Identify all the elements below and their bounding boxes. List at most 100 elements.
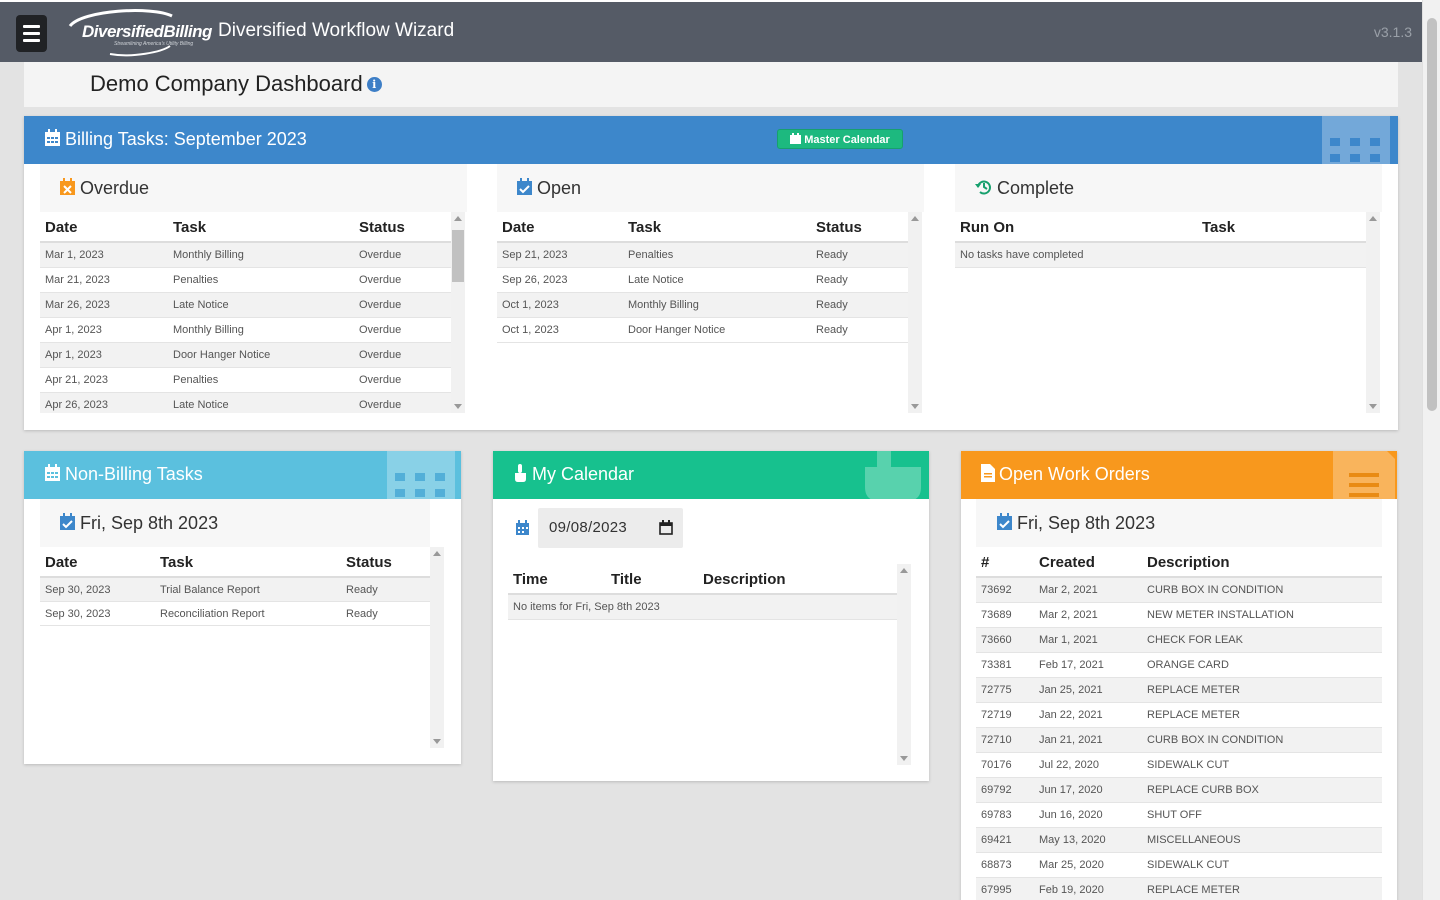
table-row[interactable]: Mar 21, 2023 Penalties Overdue — [40, 268, 451, 293]
cell-status: Overdue — [359, 374, 402, 386]
cell-date: Apr 21, 2023 — [45, 374, 108, 386]
info-icon[interactable]: i — [366, 77, 382, 92]
overdue-scrollbar[interactable] — [451, 212, 465, 413]
cell-date: Apr 1, 2023 — [45, 349, 102, 361]
cell-task: Late Notice — [173, 399, 229, 411]
cell-created: Mar 25, 2020 — [1039, 859, 1104, 871]
cell-created: Mar 2, 2021 — [1039, 584, 1098, 596]
calendar-date-value: 09/08/2023 — [549, 519, 628, 536]
hamburger-menu-button[interactable] — [16, 15, 47, 52]
column-header-status[interactable]: Status — [816, 219, 862, 236]
cell-status: Overdue — [359, 274, 402, 286]
cell-date: Sep 26, 2023 — [502, 274, 568, 286]
table-row[interactable]: Oct 1, 2023 Door Hanger Notice Ready — [497, 318, 908, 343]
cell-created: Jan 21, 2021 — [1039, 734, 1103, 746]
cell-created: Mar 1, 2021 — [1039, 634, 1098, 646]
cell-date: Oct 1, 2023 — [502, 299, 559, 311]
work-orders-table: # Created Description 73692 Mar 2, 2021 CU… — [976, 547, 1382, 900]
table-row[interactable]: Apr 1, 2023 Monthly Billing Overdue — [40, 318, 451, 343]
table-row[interactable]: 72719 Jan 22, 2021 REPLACE METER — [976, 703, 1382, 728]
complete-scrollbar[interactable] — [1366, 212, 1380, 413]
cell-description: NEW METER INSTALLATION — [1147, 609, 1294, 621]
column-header-status[interactable]: Status — [346, 554, 392, 571]
column-header-title[interactable]: Title — [611, 571, 642, 588]
cell-task: Monthly Billing — [628, 299, 699, 311]
column-header-task[interactable]: Task — [1202, 219, 1236, 236]
cell-task: Reconciliation Report — [160, 608, 265, 620]
work-orders-date-text: Fri, Sep 8th 2023 — [1017, 513, 1156, 533]
cell-task: Penalties — [628, 249, 674, 261]
my-calendar-panel: My Calendar 09/08/2023 Time Title Descri… — [493, 451, 929, 781]
cell-description: REPLACE METER — [1147, 684, 1240, 696]
table-row[interactable]: Sep 26, 2023 Late Notice Ready — [497, 268, 908, 293]
column-header-time[interactable]: Time — [513, 571, 548, 588]
cell-number: 72775 — [981, 684, 1012, 696]
open-work-orders-title: Open Work Orders — [999, 464, 1150, 484]
table-row[interactable]: 70176 Jul 22, 2020 SIDEWALK CUT — [976, 753, 1382, 778]
column-header-date[interactable]: Date — [45, 219, 78, 236]
table-row[interactable]: 68873 Mar 25, 2020 SIDEWALK CUT — [976, 853, 1382, 878]
master-calendar-button[interactable]: Master Calendar — [777, 129, 903, 149]
page-scrollbar[interactable] — [1422, 0, 1440, 900]
dashboard-header: Demo Company Dashboard i — [24, 62, 1398, 107]
overdue-section: Overdue — [40, 164, 467, 212]
cell-number: 73660 — [981, 634, 1012, 646]
column-header-description[interactable]: Description — [703, 571, 786, 588]
non-billing-scrollbar[interactable] — [430, 547, 444, 748]
column-header-run-on[interactable]: Run On — [960, 219, 1015, 236]
calendar-date-input[interactable]: 09/08/2023 — [538, 508, 683, 548]
column-header-status[interactable]: Status — [359, 219, 405, 236]
logo-swoosh-icon — [68, 9, 173, 57]
table-row[interactable]: 69783 Jun 16, 2020 SHUT OFF — [976, 803, 1382, 828]
cell-created: Jun 16, 2020 — [1039, 809, 1103, 821]
history-icon — [975, 180, 991, 195]
cell-task: Trial Balance Report — [160, 584, 260, 596]
table-row[interactable]: 73689 Mar 2, 2021 NEW METER INSTALLATION — [976, 603, 1382, 628]
table-row[interactable]: Apr 21, 2023 Penalties Overdue — [40, 368, 451, 393]
complete-title-text: Complete — [997, 178, 1075, 198]
date-picker-icon[interactable] — [659, 520, 673, 535]
open-work-orders-panel: Open Work Orders Fri, Sep 8th 2023 # Cre… — [961, 451, 1397, 900]
open-work-orders-header: Open Work Orders — [961, 451, 1397, 499]
table-row[interactable]: 72775 Jan 25, 2021 REPLACE METER — [976, 678, 1382, 703]
cell-date: Sep 30, 2023 — [45, 584, 111, 596]
company-logo[interactable]: DiversifiedBilling Streamlining America'… — [62, 8, 212, 58]
open-scrollbar[interactable] — [908, 212, 922, 413]
page-scrollbar-thumb[interactable] — [1427, 18, 1437, 411]
non-billing-tasks-panel: Non-Billing Tasks Fri, Sep 8th 2023 Date… — [24, 451, 461, 764]
column-header-created[interactable]: Created — [1039, 554, 1095, 571]
table-row[interactable]: Sep 21, 2023 Penalties Ready — [497, 243, 908, 268]
cell-description: SHUT OFF — [1147, 809, 1202, 821]
cell-status: Ready — [816, 274, 848, 286]
column-header-date[interactable]: Date — [45, 554, 78, 571]
column-header-task[interactable]: Task — [173, 219, 207, 236]
cell-status: Ready — [346, 584, 378, 596]
column-header-date[interactable]: Date — [502, 219, 535, 236]
table-row[interactable]: Mar 26, 2023 Late Notice Overdue — [40, 293, 451, 318]
cell-status: Overdue — [359, 249, 402, 261]
table-row[interactable]: 69792 Jun 17, 2020 REPLACE CURB BOX — [976, 778, 1382, 803]
column-header-description[interactable]: Description — [1147, 554, 1230, 571]
empty-row: No tasks have completed — [955, 243, 1366, 268]
work-orders-date-section: Fri, Sep 8th 2023 — [976, 499, 1382, 547]
cell-status: Ready — [346, 608, 378, 620]
table-row[interactable]: Sep 30, 2023 Reconciliation Report Ready — [40, 602, 430, 626]
column-header-number[interactable]: # — [981, 554, 990, 571]
column-header-task[interactable]: Task — [628, 219, 662, 236]
column-header-task[interactable]: Task — [160, 554, 194, 571]
calendar-scrollbar[interactable] — [897, 564, 911, 765]
table-row[interactable]: Oct 1, 2023 Monthly Billing Ready — [497, 293, 908, 318]
table-row[interactable]: Sep 30, 2023 Trial Balance Report Ready — [40, 578, 430, 602]
non-billing-date-section: Fri, Sep 8th 2023 — [40, 499, 430, 547]
table-row[interactable]: 69421 May 13, 2020 MISCELLANEOUS — [976, 828, 1382, 853]
table-row[interactable]: 72710 Jan 21, 2021 CURB BOX IN CONDITION — [976, 728, 1382, 753]
table-row[interactable]: Apr 26, 2023 Late Notice Overdue — [40, 393, 451, 413]
billing-tasks-title: Billing Tasks: September 2023 — [65, 129, 307, 149]
empty-message: No tasks have completed — [960, 249, 1084, 261]
table-row[interactable]: 73381 Feb 17, 2021 ORANGE CARD — [976, 653, 1382, 678]
table-row[interactable]: 67995 Feb 19, 2020 REPLACE METER — [976, 878, 1382, 900]
table-row[interactable]: Apr 1, 2023 Door Hanger Notice Overdue — [40, 343, 451, 368]
table-row[interactable]: 73692 Mar 2, 2021 CURB BOX IN CONDITION — [976, 578, 1382, 603]
table-row[interactable]: 73660 Mar 1, 2021 CHECK FOR LEAK — [976, 628, 1382, 653]
table-row[interactable]: Mar 1, 2023 Monthly Billing Overdue — [40, 243, 451, 268]
